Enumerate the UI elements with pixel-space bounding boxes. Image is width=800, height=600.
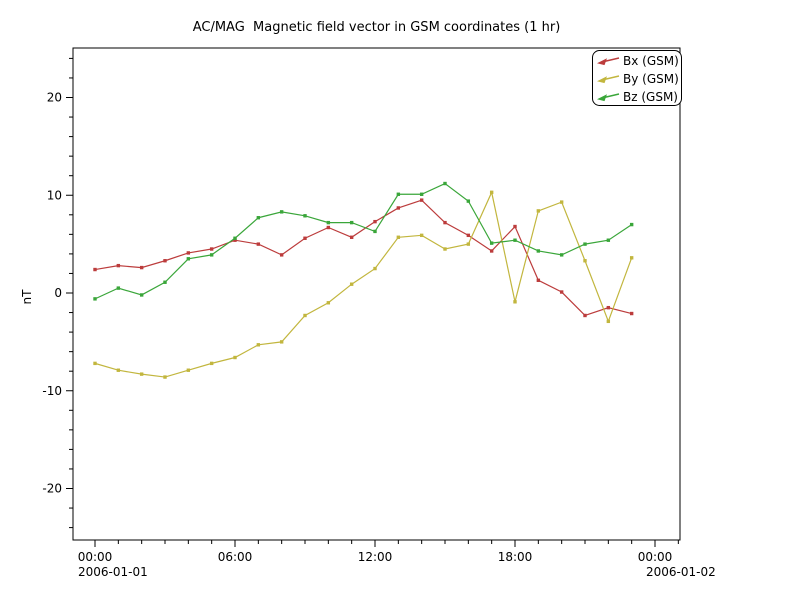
data-point-bz (583, 242, 587, 246)
legend-label: Bz (GSM) (623, 90, 678, 104)
data-point-bz (303, 214, 307, 218)
x-tick-label: 12:00 (358, 550, 393, 564)
data-point-by (443, 247, 447, 251)
data-point-bx (116, 263, 121, 268)
y-tick-label: 20 (47, 91, 62, 105)
legend-marker-arrow-icon (597, 58, 607, 66)
data-point-by (466, 242, 471, 246)
data-point-by (279, 340, 284, 344)
data-point-by (93, 361, 97, 366)
data-point-bx (93, 267, 97, 272)
data-point-by (513, 300, 517, 304)
data-point-by (163, 375, 167, 379)
data-point-by (583, 259, 587, 263)
series-line-bz (94, 182, 633, 300)
data-point-bz (606, 238, 611, 242)
data-point-bx (536, 278, 541, 282)
data-point-by (373, 266, 377, 271)
data-point-bz (256, 216, 261, 220)
data-point-by (396, 235, 401, 239)
data-point-bz (349, 220, 354, 225)
data-point-bx (279, 253, 284, 257)
y-tick-label: -10 (42, 384, 62, 398)
data-point-bz (233, 236, 237, 240)
series-line-by (94, 190, 633, 378)
data-point-by (536, 209, 541, 213)
x-axis-start-date-label: 2006-01-01 (78, 565, 148, 579)
data-point-bz (396, 192, 401, 196)
data-point-bx (186, 251, 191, 255)
data-point-by (139, 372, 144, 376)
data-point-by (419, 233, 424, 238)
data-point-bx (629, 311, 634, 316)
y-tick-label: 10 (47, 188, 62, 202)
y-axis-title: nT (20, 289, 34, 305)
data-point-bx (466, 233, 471, 238)
data-point-by (209, 361, 214, 366)
series-line-bx (94, 199, 632, 317)
data-point-by (489, 190, 494, 195)
legend-label: By (GSM) (623, 72, 679, 86)
data-point-bx (443, 220, 447, 225)
data-point-bz (629, 222, 634, 227)
data-point-bz (116, 286, 121, 290)
data-point-bz (466, 199, 471, 203)
data-point-bx (373, 219, 377, 224)
data-point-bz (279, 210, 284, 214)
data-point-bx (583, 313, 587, 318)
data-point-bz (326, 220, 331, 225)
data-point-bx (559, 290, 564, 294)
y-tick-label: -20 (42, 482, 62, 496)
legend-label: Bx (GSM) (623, 54, 679, 68)
data-point-bx (489, 249, 494, 253)
x-tick-label: 06:00 (218, 550, 253, 564)
data-point-bx (256, 242, 261, 246)
data-point-by (256, 343, 261, 347)
data-point-bz (513, 238, 517, 242)
data-point-bx (209, 247, 214, 251)
data-point-bx (606, 305, 611, 310)
x-tick-label: 00:00 (78, 550, 113, 564)
data-point-bz (139, 293, 144, 297)
data-point-bz (536, 249, 541, 253)
data-point-by (186, 368, 191, 372)
data-point-bx (326, 225, 331, 230)
x-tick-label: 00:00 (638, 550, 673, 564)
data-point-bz (489, 241, 494, 245)
data-point-bz (559, 253, 564, 257)
data-point-by (629, 256, 634, 260)
x-tick-label: 18:00 (498, 550, 533, 564)
data-point-bx (513, 224, 517, 229)
plot-frame (72, 47, 681, 541)
data-point-bz (93, 297, 97, 301)
data-point-bx (139, 265, 144, 270)
data-point-bz (163, 280, 167, 284)
data-point-by (233, 355, 237, 360)
data-point-bx (303, 236, 307, 240)
data-point-by (326, 301, 331, 305)
data-point-by (606, 319, 611, 324)
chart-title: AC/MAG Magnetic field vector in GSM coor… (192, 20, 561, 35)
data-point-bx (163, 259, 167, 263)
data-point-bx (396, 206, 401, 210)
data-point-bz (419, 192, 424, 196)
data-point-by (116, 368, 121, 372)
x-axis-end-date-label: 2006-01-02 (646, 565, 716, 579)
data-point-by (303, 313, 307, 318)
data-point-bx (419, 198, 424, 202)
legend-box (592, 50, 682, 106)
data-point-bx (233, 238, 237, 242)
data-point-bx (349, 235, 354, 239)
data-point-bz (373, 229, 377, 234)
data-point-by (349, 282, 354, 286)
data-point-by (559, 200, 564, 204)
data-point-bz (443, 181, 447, 186)
y-tick-label: 0 (54, 286, 62, 300)
data-point-bz (186, 257, 191, 261)
data-point-bz (209, 253, 214, 257)
legend-marker-arrow-icon (597, 94, 607, 102)
legend-marker-arrow-icon (597, 76, 607, 84)
